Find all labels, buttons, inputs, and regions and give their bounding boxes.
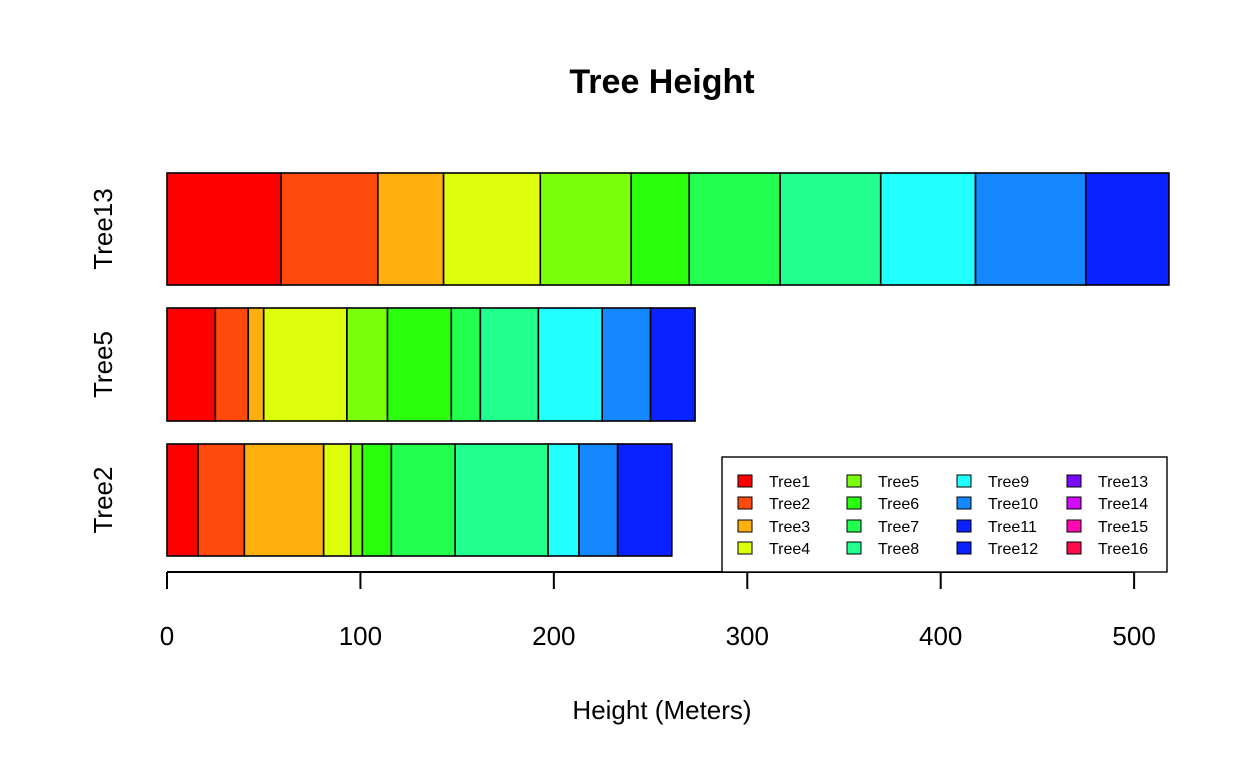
y-tick-label: Tree2 <box>88 467 118 534</box>
bar-segment-tree5-tree7 <box>450 307 482 422</box>
bar-segment-tree13-tree3 <box>377 172 445 286</box>
y-tick-labels: Tree2 Tree5 Tree13 <box>88 188 118 533</box>
legend-swatch <box>1066 496 1082 510</box>
x-axis: 0 100 200 300 400 500 <box>160 571 1156 651</box>
x-tick-label: 0 <box>160 621 174 651</box>
legend-item-tree16: Tree16 <box>1066 541 1148 558</box>
legend-label: Tree3 <box>769 519 810 536</box>
x-tick-label: 300 <box>726 621 769 651</box>
bar-segment-tree13-tree2 <box>280 172 379 286</box>
chart-title: Tree Height <box>569 63 754 101</box>
bar-segment-tree13-tree8 <box>779 172 882 286</box>
legend-label: Tree13 <box>1098 474 1148 491</box>
bar-segment-tree13-tree7 <box>688 172 781 286</box>
legend-label: Tree1 <box>769 474 810 491</box>
legend-swatch <box>737 474 753 488</box>
bar-segment-tree13-tree12 <box>1084 172 1170 286</box>
legend-label: Tree5 <box>878 474 919 491</box>
bar-segment-tree5-tree9 <box>537 307 604 422</box>
legend-item-tree11: Tree11 <box>956 519 1037 536</box>
legend-swatch <box>956 474 972 488</box>
x-tick-label: 400 <box>919 621 962 651</box>
legend-item-tree15: Tree15 <box>1066 519 1148 536</box>
legend-item-tree5: Tree5 <box>846 474 919 491</box>
legend-swatch <box>956 519 972 533</box>
legend-label: Tree16 <box>1098 541 1148 558</box>
legend-item-tree6: Tree6 <box>846 496 919 513</box>
legend-item-tree9: Tree9 <box>956 474 1029 491</box>
legend-label: Tree12 <box>988 541 1038 558</box>
legend-item-tree1: Tree1 <box>737 474 810 491</box>
x-axis-label: Height (Meters) <box>572 695 751 725</box>
legend-swatch <box>737 496 753 510</box>
legend-label: Tree6 <box>878 496 919 513</box>
bars-group <box>166 172 1170 557</box>
x-tick-label: 100 <box>339 621 382 651</box>
bar-segment-tree13-tree5 <box>539 172 633 286</box>
legend-swatch <box>737 541 753 555</box>
legend-item-tree8: Tree8 <box>846 541 919 558</box>
legend-item-tree4: Tree4 <box>737 541 810 558</box>
bar-segment-tree2-tree3 <box>243 443 325 557</box>
bar-segment-tree2-tree6 <box>361 443 393 557</box>
bar-segment-tree5-tree2 <box>214 307 250 422</box>
bar-segment-tree13-tree4 <box>442 172 542 286</box>
bar-segment-tree5-tree10 <box>601 307 652 422</box>
bar-segment-tree13-tree9 <box>879 172 977 286</box>
bar-segment-tree5-tree4 <box>262 307 348 422</box>
legend-label: Tree4 <box>769 541 810 558</box>
legend-swatch <box>846 541 862 555</box>
legend-item-tree2: Tree2 <box>737 496 810 513</box>
bar-segment-tree2-tree10 <box>578 443 619 557</box>
legend-box <box>721 456 1168 573</box>
legend-item-tree14: Tree14 <box>1066 496 1148 513</box>
legend: Tree1 Tree2 Tree3 Tree4 Tree5 Tree6 Tree7 Tree8… <box>721 456 1168 573</box>
bar-segment-tree5-tree6 <box>386 307 453 422</box>
bar-segment-tree2-tree4 <box>322 443 352 557</box>
legend-item-tree10: Tree10 <box>956 496 1038 513</box>
legend-swatch <box>1066 474 1082 488</box>
legend-item-tree3: Tree3 <box>737 519 810 536</box>
bar-segment-tree5-tree3 <box>247 307 265 422</box>
legend-swatch <box>846 496 862 510</box>
bar-segment-tree5-tree1 <box>166 307 217 422</box>
legend-label: Tree14 <box>1098 496 1148 513</box>
legend-label: Tree8 <box>878 541 919 558</box>
x-tick-label: 500 <box>1112 621 1155 651</box>
legend-swatch <box>956 541 972 555</box>
legend-swatch <box>846 519 862 533</box>
bar-segment-tree2-tree12 <box>616 443 673 557</box>
legend-item-tree7: Tree7 <box>846 519 919 536</box>
bar-segment-tree2-tree5 <box>349 443 364 557</box>
legend-label: Tree10 <box>988 496 1038 513</box>
legend-swatch <box>737 519 753 533</box>
legend-swatch <box>1066 541 1082 555</box>
bar-segment-tree5-tree8 <box>479 307 540 422</box>
bar-segment-tree2-tree1 <box>166 443 199 557</box>
bar-segment-tree13-tree6 <box>630 172 691 286</box>
legend-label: Tree2 <box>769 496 810 513</box>
legend-item-tree12: Tree12 <box>956 541 1038 558</box>
legend-swatch <box>1066 519 1082 533</box>
bar-segment-tree13-tree1 <box>166 172 282 286</box>
legend-label: Tree9 <box>988 474 1029 491</box>
y-tick-label: Tree13 <box>88 188 118 269</box>
legend-swatch <box>956 496 972 510</box>
legend-label: Tree15 <box>1098 519 1148 536</box>
bar-segment-tree13-tree10 <box>974 172 1087 286</box>
legend-label: Tree7 <box>878 519 919 536</box>
x-tick-label: 200 <box>532 621 575 651</box>
legend-item-tree13: Tree13 <box>1066 474 1148 491</box>
bar-segment-tree5-tree5 <box>346 307 389 422</box>
legend-swatch <box>846 474 862 488</box>
bar-segment-tree2-tree2 <box>197 443 246 557</box>
y-tick-label: Tree5 <box>88 331 118 398</box>
bar-segment-tree5-tree12 <box>649 307 696 422</box>
bar-segment-tree2-tree9 <box>547 443 580 557</box>
legend-label: Tree11 <box>988 519 1037 536</box>
bar-segment-tree2-tree8 <box>454 443 549 557</box>
bar-segment-tree2-tree7 <box>390 443 457 557</box>
